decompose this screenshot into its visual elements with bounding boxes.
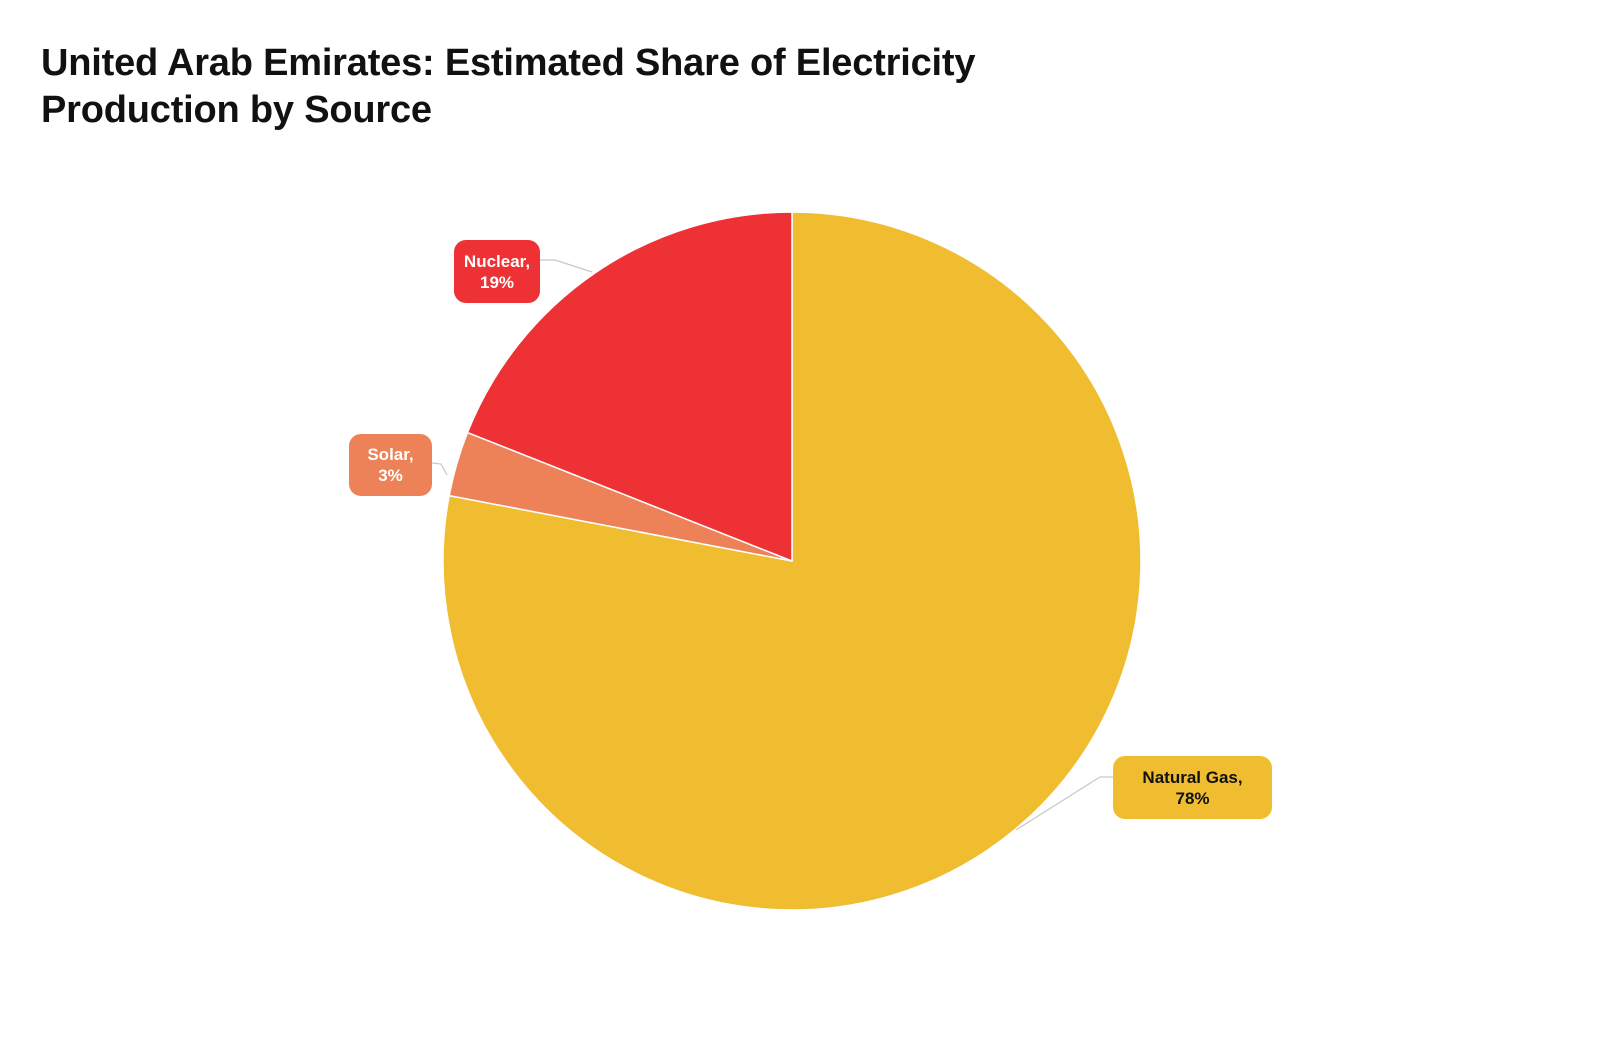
slice-label-solar: Solar, 3% (349, 434, 432, 496)
chart-title: United Arab Emirates: Estimated Share of… (41, 42, 976, 131)
pie-slice-nuclear (466, 211, 793, 562)
pie-slice-natural-gas (442, 211, 1142, 911)
slice-label-nuclear-name: Nuclear, (463, 251, 531, 271)
slice-label-natural-gas: Natural Gas, 78% (1113, 756, 1272, 819)
slice-label-solar-value: 3% (378, 466, 403, 485)
slice-label-solar-name: Solar, (367, 445, 414, 464)
slice-label-nuclear-value: 19% (479, 272, 515, 292)
leader-line-nuclear (540, 259, 593, 273)
leader-lines (431, 259, 1113, 831)
slice-label-natural-gas-value: 78% (1175, 788, 1210, 808)
pie-slices (442, 211, 1142, 911)
slice-label-natural-gas-name: Natural Gas, (1142, 767, 1243, 787)
slice-label-nuclear: Nuclear, 19% (454, 240, 540, 303)
leader-line-solar (431, 462, 448, 476)
leader-line-natural-gas (1015, 776, 1113, 831)
